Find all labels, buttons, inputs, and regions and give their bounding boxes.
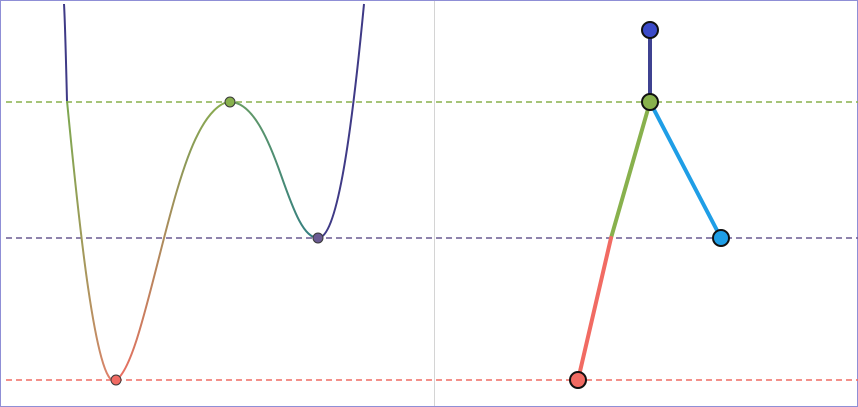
left-wall-curve — [63, 3, 68, 102]
local-minimum-point — [312, 232, 324, 244]
rising-curve — [115, 101, 231, 381]
branch-tree — [569, 21, 730, 389]
left-descent-curve — [66, 100, 117, 382]
right-edge — [648, 100, 723, 240]
top-node — [641, 21, 659, 39]
right-wall-curve — [317, 3, 365, 239]
red-edge — [576, 236, 613, 382]
bottom-node — [569, 371, 587, 389]
right-leaf-node — [712, 229, 730, 247]
green-edge — [609, 100, 652, 240]
global-minimum-point — [110, 374, 122, 386]
branch-node — [641, 93, 659, 111]
energy-curve — [63, 3, 365, 382]
falling-curve — [229, 101, 319, 239]
local-maximum-point — [224, 96, 236, 108]
